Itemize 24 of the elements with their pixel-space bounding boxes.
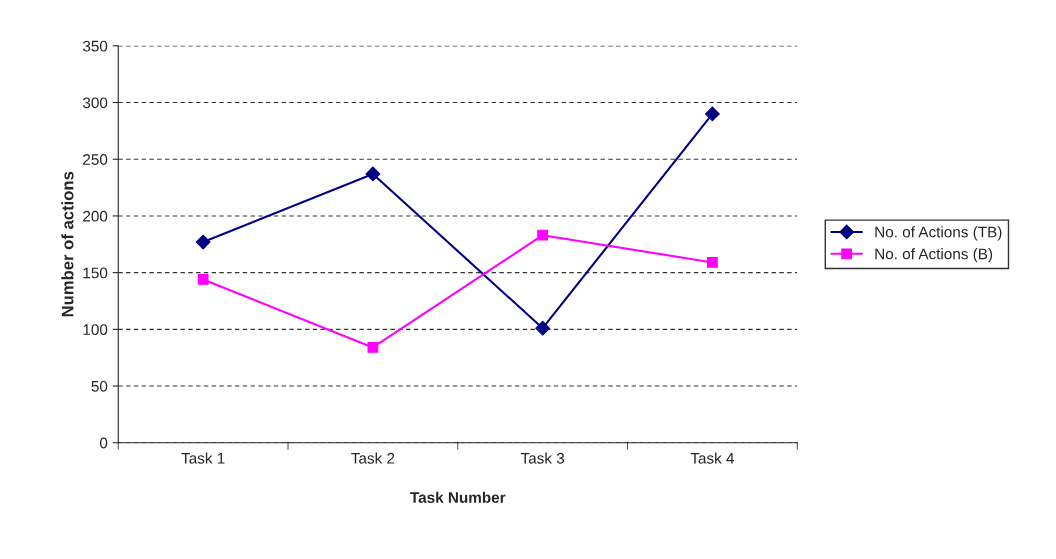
x-tick-label: Task 2 [351, 452, 395, 464]
y-tick-label: 300 [82, 97, 108, 109]
point [367, 342, 379, 353]
legend-label: No. of Actions (B) [875, 248, 993, 263]
point [537, 229, 549, 241]
y-tick-label: 200 [83, 210, 108, 222]
point [535, 320, 551, 336]
point [705, 106, 720, 122]
y-axis-title: Number of actions [61, 171, 74, 317]
x-tick-label: Task 4 [690, 452, 735, 464]
point [365, 166, 381, 182]
y-tick-label: 350 [82, 40, 108, 52]
y-tick-label: 0 [99, 437, 108, 449]
x-tick-label: Task 3 [520, 452, 565, 464]
y-tick-label: 250 [83, 154, 108, 165]
y-tick-label: 100 [83, 324, 108, 336]
y-tick-label: 50 [91, 380, 108, 392]
legend-label: No. of Actions (TB) [875, 226, 1002, 241]
x-axis-title: Task Number [410, 491, 506, 503]
x-tick-label: Task 1 [181, 452, 225, 464]
point [707, 257, 718, 268]
point [195, 234, 211, 250]
point [197, 274, 209, 285]
y-tick-label: 150 [83, 267, 108, 279]
